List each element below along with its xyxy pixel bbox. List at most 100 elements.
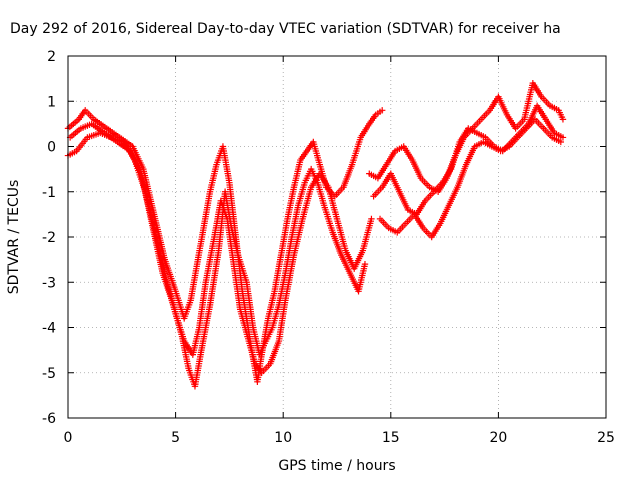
x-tick-label: 0 <box>64 430 73 446</box>
data-point-trail <box>524 118 537 130</box>
data-point-trail <box>86 130 102 140</box>
data-point-trail <box>432 181 444 194</box>
y-tick-label: -1 <box>42 185 56 201</box>
data-point-trail <box>438 204 452 225</box>
data-point-trail <box>440 167 453 184</box>
data-point-trail <box>521 82 536 121</box>
data-point <box>559 134 567 141</box>
data-layer <box>64 79 567 390</box>
data-point-trail <box>196 281 209 329</box>
data-point-trail <box>514 118 526 130</box>
y-tick-label: -2 <box>42 230 56 246</box>
y-axis-label: SDTVAR / TECUs <box>6 180 22 295</box>
data-point-trail <box>315 181 327 207</box>
data-point-trail <box>92 117 109 131</box>
y-tick-label: -4 <box>42 321 56 337</box>
data-point-trail <box>375 163 389 180</box>
data-point-trail <box>535 104 548 121</box>
data-point-trail <box>556 109 566 121</box>
data-point-trail <box>475 130 487 140</box>
data-point-trail <box>291 218 306 256</box>
data-point-trail <box>105 126 121 140</box>
data-point-trail <box>200 190 213 229</box>
data-point-trail <box>388 172 402 193</box>
data-point-trail <box>360 218 374 252</box>
data-point-trail <box>412 213 426 230</box>
data-point-trail <box>549 103 560 113</box>
y-tick-label: -3 <box>42 275 56 291</box>
data-point-trail <box>66 117 81 131</box>
y-tick-label: 0 <box>47 140 56 156</box>
data-point-trail <box>298 149 309 162</box>
data-point-trail <box>289 204 301 238</box>
data-point <box>361 260 369 268</box>
data-point-trail <box>282 236 295 275</box>
data-point-trail <box>90 122 106 135</box>
data-point-trail <box>341 163 355 189</box>
data-point-trail <box>282 254 297 302</box>
data-point-trail <box>419 176 431 189</box>
data-point-trail <box>207 249 222 306</box>
data-point-trail <box>128 149 144 175</box>
data-point-trail <box>103 131 119 144</box>
data-point-trail <box>387 225 399 235</box>
data-point-trail <box>194 227 207 266</box>
data-point-trail <box>116 140 132 153</box>
data-point-trail <box>423 190 436 203</box>
data-point-trail <box>74 136 89 153</box>
data-point-trail <box>467 126 478 135</box>
data-point-trail <box>374 108 384 117</box>
data-point-trail <box>160 272 176 306</box>
data-point-trail <box>235 254 250 284</box>
data-point-trail <box>355 263 368 293</box>
data-point-trail <box>397 190 411 211</box>
data-point-trail <box>482 139 493 149</box>
data-point-trail <box>138 172 155 225</box>
data-point-trail <box>530 81 544 98</box>
data-point-trail <box>394 144 405 154</box>
data-point-trail <box>246 340 258 365</box>
data-point-trail <box>278 218 291 256</box>
data-point-trail <box>151 213 168 261</box>
data-point-trail <box>130 145 146 171</box>
data-point-trail <box>140 168 157 216</box>
data-point-trail <box>325 186 340 220</box>
data-point-trail <box>203 236 218 284</box>
data-point-trail <box>237 308 252 342</box>
data-point-trail <box>384 149 398 166</box>
data-point-trail <box>68 126 83 140</box>
chart-title: Day 292 of 2016, Sidereal Day-to-day VTE… <box>10 21 561 37</box>
data-point-trail <box>368 171 379 181</box>
data-point-trail <box>149 222 166 275</box>
data-point-trail <box>542 127 554 139</box>
data-point-trail <box>490 144 502 154</box>
data-point-trail <box>410 158 424 180</box>
data-point-trail <box>446 186 460 207</box>
data-point-trail <box>457 127 471 144</box>
data-point-trail <box>260 362 272 375</box>
data-point <box>378 107 386 114</box>
data-point-trail <box>187 263 200 302</box>
data-series-6 <box>376 116 565 241</box>
x-axis-label: GPS time / hours <box>278 458 395 474</box>
data-point-trail <box>190 326 202 356</box>
data-point-trail <box>309 168 320 184</box>
data-point-trail <box>230 263 243 311</box>
y-tick-label: -6 <box>42 411 56 427</box>
data-point-trail <box>179 335 192 370</box>
data-point-trail <box>407 207 418 217</box>
data-point-trail <box>499 144 511 154</box>
data-point-trail <box>372 185 384 198</box>
data-point-trail <box>295 181 308 207</box>
data-point-trail <box>291 159 304 189</box>
data-point <box>557 138 565 146</box>
data-point-trail <box>455 163 469 189</box>
x-tick-label: 15 <box>382 430 400 446</box>
y-tick-label: 2 <box>47 49 56 65</box>
data-point-trail <box>330 231 344 257</box>
data-series-3 <box>66 120 369 390</box>
data-point-trail <box>67 149 78 158</box>
data-point <box>559 116 567 123</box>
y-tick-label: -5 <box>42 366 56 382</box>
data-point-trail <box>401 145 415 162</box>
